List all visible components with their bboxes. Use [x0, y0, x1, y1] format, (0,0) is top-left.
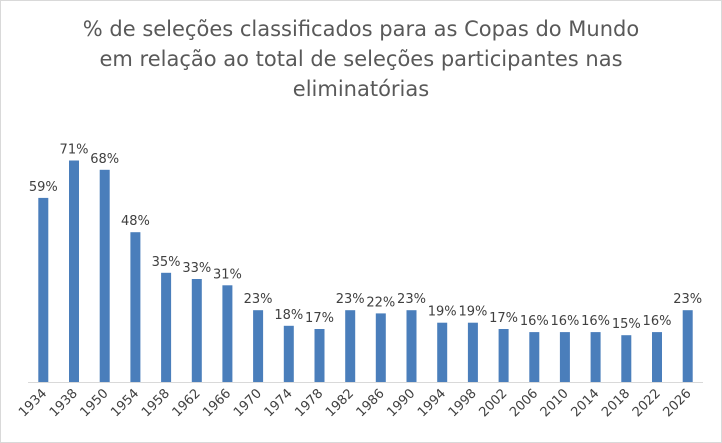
category-label-2006: 2006 — [507, 386, 541, 420]
category-label-1994: 1994 — [415, 386, 449, 420]
category-labels-group: 1934193819501954195819621966197019741978… — [16, 386, 694, 420]
category-label-2010: 2010 — [538, 386, 572, 420]
value-label-1986: 22% — [366, 295, 395, 310]
category-label-1938: 1938 — [47, 386, 81, 420]
value-label-2018: 15% — [612, 317, 641, 332]
value-label-1958: 35% — [152, 255, 181, 270]
category-label-1974: 1974 — [262, 386, 296, 420]
value-label-2002: 17% — [489, 311, 518, 326]
category-label-1958: 1958 — [139, 386, 173, 420]
bar-2026 — [682, 310, 693, 382]
category-label-1954: 1954 — [108, 386, 142, 420]
value-label-1934: 59% — [29, 180, 58, 195]
category-label-1986: 1986 — [354, 386, 388, 420]
value-label-1950: 68% — [90, 152, 119, 167]
category-label-2018: 2018 — [599, 386, 633, 420]
bar-1934 — [38, 197, 49, 382]
value-label-1966: 31% — [213, 267, 242, 282]
value-label-2022: 16% — [643, 314, 672, 329]
bar-1990 — [406, 310, 417, 382]
value-label-2010: 16% — [550, 314, 579, 329]
chart-title-line-3: eliminatórias — [292, 77, 430, 101]
value-label-1954: 48% — [121, 214, 150, 229]
bar-1958 — [161, 272, 172, 382]
category-label-1998: 1998 — [446, 386, 480, 420]
category-label-1978: 1978 — [292, 386, 326, 420]
bar-1998 — [467, 322, 478, 382]
bar-1994 — [437, 322, 448, 382]
value-label-1938: 71% — [60, 143, 89, 158]
category-label-1990: 1990 — [384, 386, 418, 420]
category-label-2026: 2026 — [661, 386, 695, 420]
category-label-1950: 1950 — [78, 386, 112, 420]
value-label-1990: 23% — [397, 292, 426, 307]
value-labels-group: 59%71%68%48%35% 33% 31%23%18% 17%23% 22% 23%1… — [29, 143, 702, 333]
bar-2010 — [559, 332, 570, 382]
bar-1954 — [130, 232, 141, 382]
chart-title-line-1: % de seleções classificados para as Copa… — [82, 17, 640, 41]
bar-1962 — [191, 279, 202, 382]
category-label-2022: 2022 — [630, 386, 664, 420]
value-label-2006: 16% — [520, 314, 549, 329]
bar-1938 — [69, 160, 79, 382]
value-label-1982: 23% — [336, 292, 365, 307]
bar-1950 — [99, 169, 110, 382]
value-label-1994: 19% — [428, 305, 457, 320]
value-label-2026: 23% — [673, 292, 702, 307]
bar-2002 — [498, 329, 509, 382]
bar-2022 — [652, 332, 662, 382]
bar-1982 — [345, 310, 356, 382]
value-label-1962: 33% — [182, 261, 211, 276]
bar-1966 — [222, 285, 233, 382]
category-label-1934: 1934 — [16, 386, 50, 420]
value-label-2014: 16% — [581, 314, 610, 329]
bar-1970 — [253, 310, 264, 382]
value-label-1974: 18% — [274, 308, 303, 323]
category-label-1962: 1962 — [170, 386, 204, 420]
bar-1974 — [283, 325, 294, 382]
value-label-1978: 17% — [305, 311, 334, 326]
bar-2014 — [590, 332, 601, 382]
bar-2018 — [621, 335, 632, 382]
category-label-1970: 1970 — [231, 386, 265, 420]
bar-1986 — [375, 313, 386, 382]
category-label-2002: 2002 — [476, 386, 510, 420]
bar-2006 — [529, 332, 540, 382]
chart-title-line-2: em relação ao total de seleções particip… — [99, 47, 623, 71]
bar-1978 — [314, 329, 325, 382]
category-label-2014: 2014 — [568, 386, 602, 420]
category-label-1966: 1966 — [200, 386, 234, 420]
value-label-1998: 19% — [458, 305, 487, 320]
bars-group — [38, 160, 693, 382]
category-label-1982: 1982 — [323, 386, 357, 420]
value-label-1970: 23% — [244, 292, 273, 307]
chart-title: % de seleções classificados para as Copa… — [0, 14, 722, 104]
